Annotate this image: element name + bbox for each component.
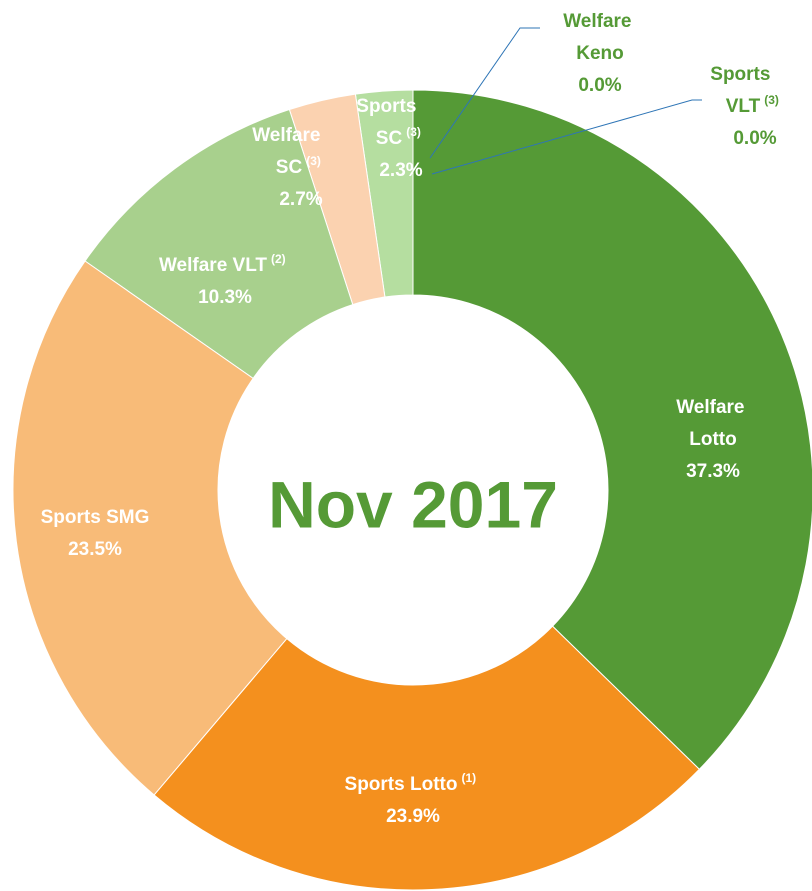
donut-slice bbox=[84, 108, 354, 380]
label-line: Welfare bbox=[252, 125, 326, 146]
slice-label: Sports SMG bbox=[41, 507, 150, 528]
value-label: 0.0% bbox=[733, 128, 776, 149]
slice-label: Welfare Lotto bbox=[676, 397, 750, 450]
value-label: 23.9% bbox=[386, 806, 440, 827]
footnote: (3) bbox=[306, 154, 321, 168]
donut-slice bbox=[153, 625, 701, 891]
label-line: Sports bbox=[356, 96, 421, 117]
label-line: Sports Lotto bbox=[345, 774, 458, 795]
slice-label: Sports Lotto bbox=[345, 774, 458, 795]
slice-label: Welfare Keno bbox=[563, 11, 637, 64]
value-label: 2.7% bbox=[279, 189, 322, 210]
value-label: 0.0% bbox=[578, 75, 621, 96]
slice-label: Welfare VLT bbox=[159, 255, 267, 276]
leader-line bbox=[429, 27, 540, 159]
footnote: (3) bbox=[764, 93, 779, 107]
center-label: Nov 2017 bbox=[268, 467, 558, 541]
slice-label: Sports VLT bbox=[710, 64, 775, 117]
value-label: 23.5% bbox=[68, 539, 122, 560]
label-line: Welfare bbox=[563, 11, 637, 32]
label-line: Keno bbox=[576, 43, 624, 64]
label-line: Sports bbox=[710, 64, 775, 85]
label-line: SC bbox=[376, 128, 403, 149]
label-line: Sports SMG bbox=[41, 507, 150, 528]
value-label: 37.3% bbox=[686, 461, 740, 482]
footnote: (1) bbox=[461, 771, 476, 785]
label-line: Welfare bbox=[676, 397, 750, 418]
label-line: Welfare VLT bbox=[159, 255, 267, 276]
value-label: 10.3% bbox=[198, 287, 252, 308]
slice-label: Sports SC bbox=[356, 96, 421, 149]
label-line: VLT bbox=[726, 96, 761, 117]
donut-slice bbox=[412, 89, 812, 770]
label-line: SC bbox=[276, 157, 303, 178]
footnote: (2) bbox=[271, 252, 286, 266]
donut-slice bbox=[288, 93, 386, 306]
footnote: (3) bbox=[406, 125, 421, 139]
label-line: Lotto bbox=[689, 429, 736, 450]
donut-slice bbox=[12, 260, 288, 796]
value-label: 2.3% bbox=[379, 160, 422, 181]
slice-label: Welfare SC bbox=[252, 125, 326, 178]
leader-line bbox=[431, 99, 702, 175]
